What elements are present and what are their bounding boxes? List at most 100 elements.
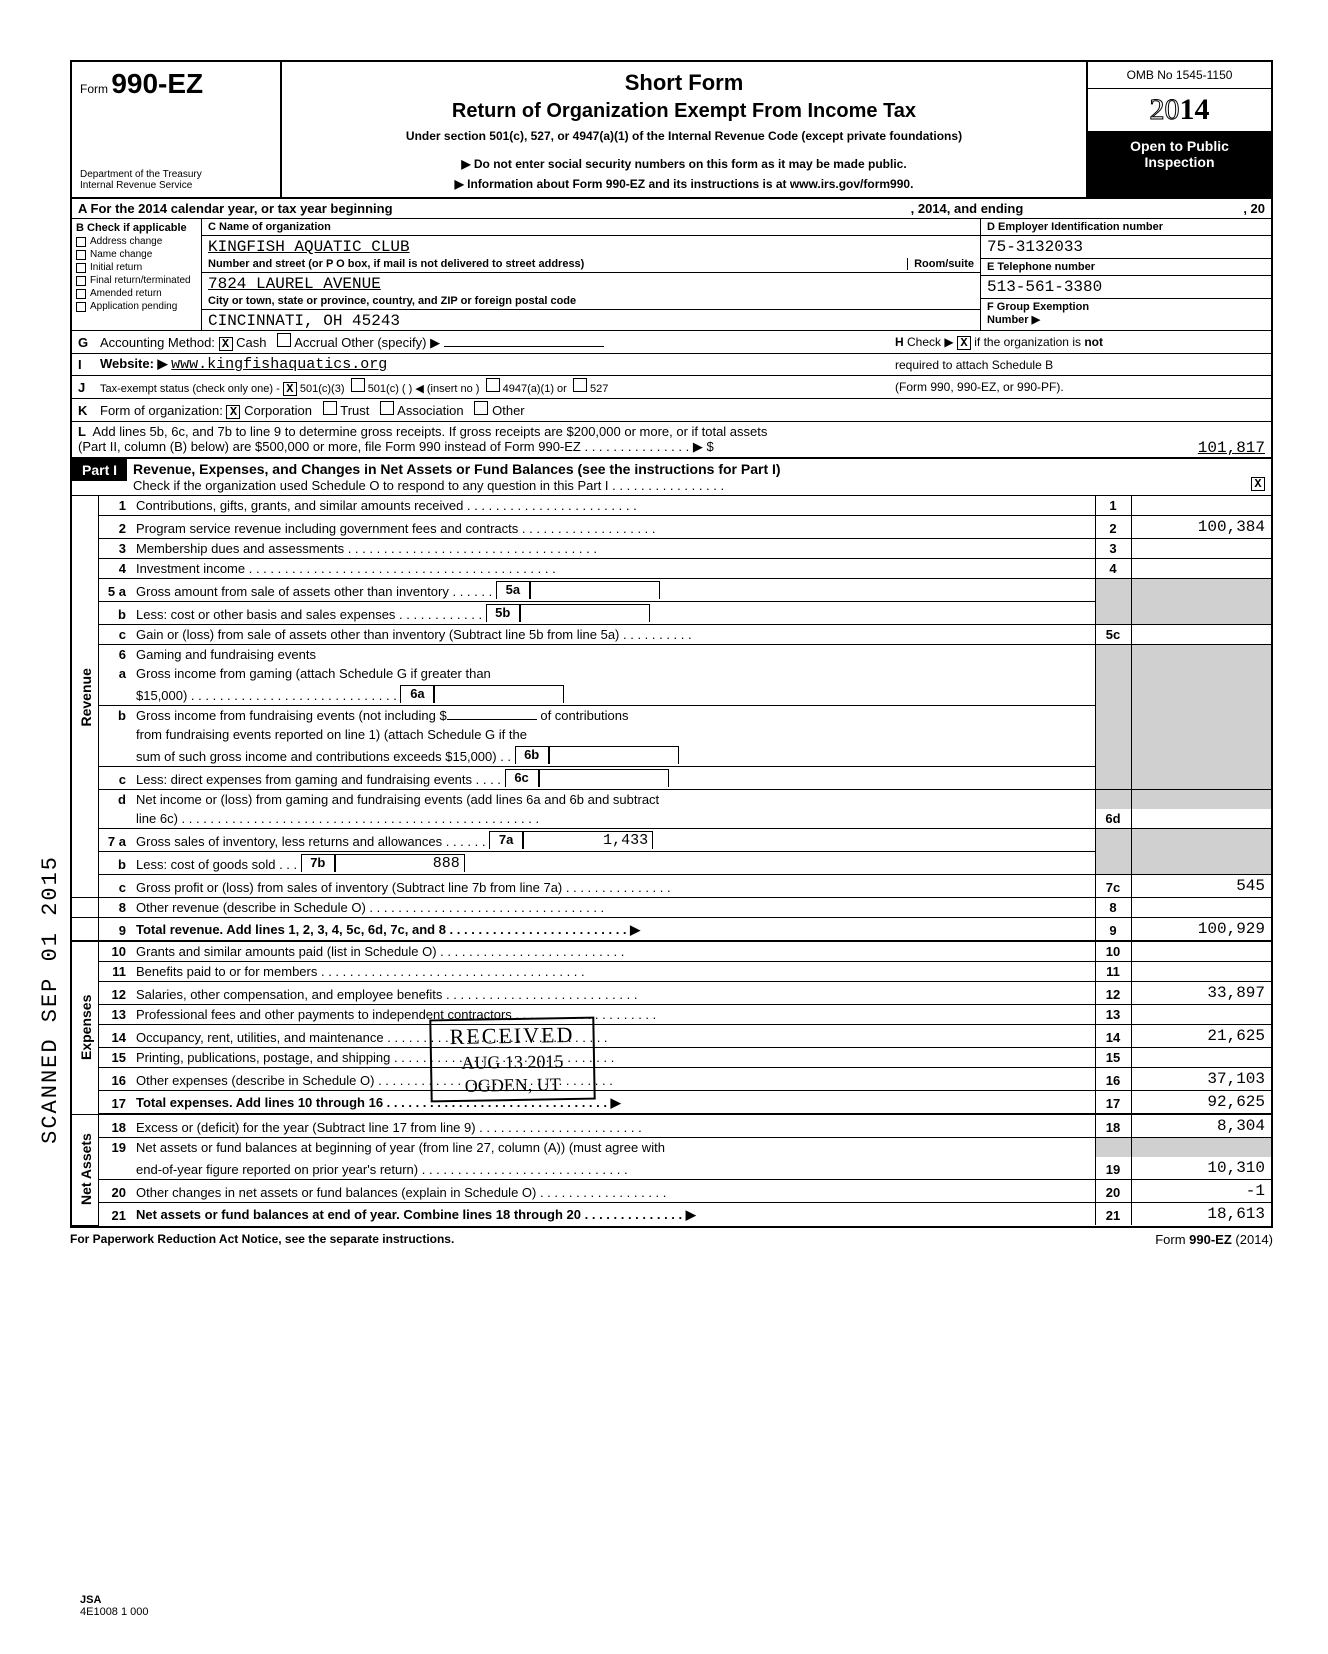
line-6: 6Gaming and fundraising events xyxy=(72,645,1271,665)
page-footer: For Paperwork Reduction Act Notice, see … xyxy=(70,1232,1273,1247)
row-h-check: H Check ▶ X if the organization is not xyxy=(895,335,1265,350)
form-frame: Form 990-EZ Department of the Treasury I… xyxy=(70,60,1273,1228)
department-block: Department of the Treasury Internal Reve… xyxy=(80,169,272,191)
row-i-website: I Website: ▶ www.kingfishaquatics.org re… xyxy=(72,354,1271,376)
rows-g-through-k: G Accounting Method: X Cash Accrual Othe… xyxy=(72,331,1271,422)
line-21: 21Net assets or fund balances at end of … xyxy=(72,1203,1271,1226)
line-12: 12Salaries, other compensation, and empl… xyxy=(72,982,1271,1005)
form-header: Form 990-EZ Department of the Treasury I… xyxy=(72,62,1271,199)
note-ssn: ▶ Do not enter social security numbers o… xyxy=(292,157,1076,171)
row-g-accounting: G Accounting Method: X Cash Accrual Othe… xyxy=(72,331,1271,354)
scanned-stamp: SCANNED SEP 01 2015 xyxy=(38,855,63,1144)
street-label: Number and street (or P O box, if mail i… xyxy=(208,258,907,270)
chk-amended-return[interactable]: Amended return xyxy=(76,288,197,299)
col-def: D Employer Identification number 75-3132… xyxy=(981,219,1271,330)
part-1-table: Revenue 1Contributions, gifts, grants, a… xyxy=(72,496,1271,1226)
line-15: 15Printing, publications, postage, and s… xyxy=(72,1048,1271,1068)
line-20: 20Other changes in net assets or fund ba… xyxy=(72,1180,1271,1203)
form-label-small: Form xyxy=(80,82,108,96)
col-c-org-info: C Name of organization KINGFISH AQUATIC … xyxy=(202,219,981,330)
chk-4947[interactable] xyxy=(486,378,500,392)
line-18: Net Assets 18Excess or (deficit) for the… xyxy=(72,1114,1271,1138)
chk-final-return[interactable]: Final return/terminated xyxy=(76,275,197,286)
line-7a: 7 aGross sales of inventory, less return… xyxy=(72,829,1271,852)
part-1-title: Revenue, Expenses, and Changes in Net As… xyxy=(127,459,1271,495)
row-h3: (Form 990, 990-EZ, or 990-PF). xyxy=(895,380,1265,394)
chk-schedule-b[interactable]: X xyxy=(957,336,971,350)
omb-number: OMB No 1545-1150 xyxy=(1088,62,1271,89)
line-16: 16Other expenses (describe in Schedule O… xyxy=(72,1068,1271,1091)
dept-line-1: Department of the Treasury xyxy=(80,169,272,180)
row-a-calendar-year: A For the 2014 calendar year, or tax yea… xyxy=(72,199,1271,219)
received-stamp: RECEIVED AUG 13 2015 OGDEN, UT xyxy=(429,1017,595,1103)
short-form-title: Short Form xyxy=(292,70,1076,96)
note-info: ▶ Information about Form 990-EZ and its … xyxy=(292,177,1076,191)
line-10: Expenses 10Grants and similar amounts pa… xyxy=(72,941,1271,962)
line-13: 13Professional fees and other payments t… xyxy=(72,1005,1271,1025)
chk-accrual[interactable] xyxy=(277,333,291,347)
line-6b-1: bGross income from fundraising events (n… xyxy=(72,706,1271,726)
line-5a: 5 aGross amount from sale of assets othe… xyxy=(72,579,1271,602)
row-h2: required to attach Schedule B xyxy=(895,358,1265,372)
gross-receipts-amount: 101,817 xyxy=(1198,439,1265,457)
phone-label: E Telephone number xyxy=(981,259,1271,276)
line-6a-2: $15,000) . . . . . . . . . . . . . . . .… xyxy=(72,683,1271,706)
under-section: Under section 501(c), 527, or 4947(a)(1)… xyxy=(292,129,1076,143)
phone-value: 513-561-3380 xyxy=(981,276,1271,299)
chk-trust[interactable] xyxy=(323,401,337,415)
ein-label: D Employer Identification number xyxy=(981,219,1271,236)
org-name-label: C Name of organization xyxy=(202,219,980,236)
chk-schedule-o[interactable]: X xyxy=(1251,477,1265,491)
return-title: Return of Organization Exempt From Incom… xyxy=(292,100,1076,123)
line-5b: bLess: cost or other basis and sales exp… xyxy=(72,602,1271,625)
city-label: City or town, state or province, country… xyxy=(202,293,980,310)
part-1-label: Part I xyxy=(72,459,127,481)
form-number: Form 990-EZ xyxy=(80,68,272,100)
chk-501c[interactable] xyxy=(351,378,365,392)
street-value: 7824 LAUREL AVENUE xyxy=(202,273,980,293)
chk-cash[interactable]: X xyxy=(219,337,233,351)
line-2: 2Program service revenue including gover… xyxy=(72,516,1271,539)
chk-application-pending[interactable]: Application pending xyxy=(76,301,197,312)
jsa-footer: JSA 4E1008 1 000 xyxy=(80,1594,149,1618)
line-3: 3Membership dues and assessments . . . .… xyxy=(72,539,1271,559)
line-6c: cLess: direct expenses from gaming and f… xyxy=(72,767,1271,790)
col-b-checkboxes: B Check if applicable Address change Nam… xyxy=(72,219,202,330)
chk-initial-return[interactable]: Initial return xyxy=(76,262,197,273)
line-9: 9Total revenue. Add lines 1, 2, 3, 4, 5c… xyxy=(72,918,1271,942)
chk-association[interactable] xyxy=(380,401,394,415)
org-name-value: KINGFISH AQUATIC CLUB xyxy=(202,236,980,256)
chk-other[interactable] xyxy=(474,401,488,415)
net-assets-side-label: Net Assets xyxy=(72,1114,98,1225)
line-11: 11Benefits paid to or for members . . . … xyxy=(72,962,1271,982)
line-6b-2: from fundraising events reported on line… xyxy=(72,725,1271,744)
header-left: Form 990-EZ Department of the Treasury I… xyxy=(72,62,282,197)
city-value: CINCINNATI, OH 45243 xyxy=(202,310,980,330)
part-1-header: Part I Revenue, Expenses, and Changes in… xyxy=(72,459,1271,496)
open-line-2: Inspection xyxy=(1090,154,1269,170)
line-6d-1: dNet income or (loss) from gaming and fu… xyxy=(72,790,1271,810)
open-line-1: Open to Public xyxy=(1090,138,1269,154)
year-box: 2014 xyxy=(1088,89,1271,132)
form-number-big: 990-EZ xyxy=(111,68,203,99)
line-4: 4Investment income . . . . . . . . . . .… xyxy=(72,559,1271,579)
col-b-head: B Check if applicable xyxy=(76,222,197,234)
chk-corporation[interactable]: X xyxy=(226,405,240,419)
expenses-side-label: Expenses xyxy=(72,941,98,1114)
line-17: 17Total expenses. Add lines 10 through 1… xyxy=(72,1091,1271,1115)
header-right: OMB No 1545-1150 2014 Open to Public Ins… xyxy=(1086,62,1271,197)
chk-501c3[interactable]: X xyxy=(283,382,297,396)
street-label-row: Number and street (or P O box, if mail i… xyxy=(202,256,980,273)
row-j-tax-exempt: J Tax-exempt status (check only one) - X… xyxy=(72,376,1271,399)
ein-value: 75-3132033 xyxy=(981,236,1271,259)
chk-name-change[interactable]: Name change xyxy=(76,249,197,260)
header-center: Short Form Return of Organization Exempt… xyxy=(282,62,1086,197)
chk-527[interactable] xyxy=(573,378,587,392)
tax-year: 2014 xyxy=(1150,93,1210,126)
line-6b-3: sum of such gross income and contributio… xyxy=(72,744,1271,767)
row-k-form-of-org: K Form of organization: X Corporation Tr… xyxy=(72,399,1271,422)
line-6d-2: line 6c) . . . . . . . . . . . . . . . .… xyxy=(72,809,1271,829)
revenue-side-label: Revenue xyxy=(72,496,98,898)
row-a-suffix: , 20 xyxy=(1243,201,1265,216)
chk-address-change[interactable]: Address change xyxy=(76,236,197,247)
